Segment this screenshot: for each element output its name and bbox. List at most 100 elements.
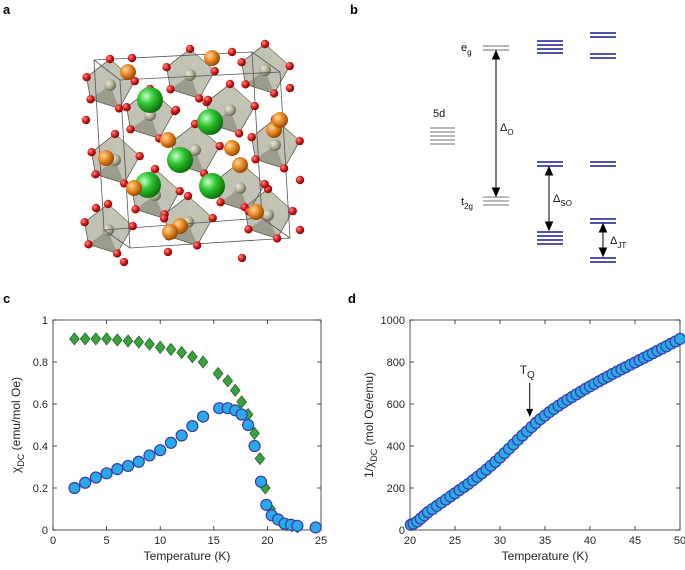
oxygen-atom bbox=[241, 80, 249, 88]
y-tick-label: 0 bbox=[399, 525, 405, 537]
oxygen-atom bbox=[209, 214, 217, 222]
x-tick-label: 0 bbox=[50, 535, 56, 547]
data-point bbox=[255, 453, 265, 465]
data-point bbox=[255, 476, 266, 487]
y-tick-label: 0.2 bbox=[33, 483, 48, 495]
y-axis-label: 1/χDC (mol Oe/emu) bbox=[362, 372, 379, 478]
oxygen-atom bbox=[251, 155, 259, 163]
oxygen-atom bbox=[160, 214, 168, 222]
orange-atom bbox=[120, 64, 136, 80]
oxygen-atom bbox=[286, 84, 294, 92]
oxygen-atom bbox=[87, 148, 95, 156]
data-point bbox=[165, 437, 176, 448]
panel-d-letter: d bbox=[348, 291, 356, 306]
data-point bbox=[176, 430, 187, 441]
label-delta-so: ΔSO bbox=[553, 193, 572, 208]
data-point bbox=[187, 421, 198, 432]
data-point bbox=[155, 341, 165, 353]
oxygen-atom bbox=[244, 225, 252, 233]
orange-atom bbox=[98, 150, 114, 166]
data-point bbox=[145, 338, 155, 350]
oxygen-atom bbox=[131, 205, 139, 213]
y-tick-label: 200 bbox=[387, 483, 405, 495]
oxygen-atom bbox=[126, 125, 134, 133]
crystal-structure-illustration bbox=[80, 40, 304, 266]
green-atom bbox=[137, 87, 163, 113]
data-point bbox=[134, 336, 144, 348]
oxygen-atom bbox=[216, 198, 224, 206]
green-atom bbox=[199, 173, 225, 199]
oxygen-atom bbox=[296, 137, 304, 145]
oxygen-atom bbox=[104, 200, 112, 208]
data-point bbox=[188, 351, 198, 363]
y-tick-label: 0.4 bbox=[33, 441, 48, 453]
oxygen-atom bbox=[111, 130, 119, 138]
data-point bbox=[102, 333, 112, 345]
oxygen-atom bbox=[136, 152, 144, 160]
data-point bbox=[243, 420, 254, 431]
x-axis-label: Temperature (K) bbox=[144, 549, 231, 563]
x-tick-label: 20 bbox=[261, 535, 273, 547]
x-tick-label: 5 bbox=[104, 535, 110, 547]
data-point bbox=[675, 333, 685, 344]
oxygen-atom bbox=[273, 234, 281, 242]
oxygen-atom bbox=[151, 165, 159, 173]
data-point bbox=[292, 520, 303, 531]
oxygen-atom bbox=[92, 204, 100, 212]
data-point bbox=[198, 356, 208, 368]
oxygen-atom bbox=[113, 249, 121, 257]
data-point bbox=[198, 411, 209, 422]
x-tick-label: 50 bbox=[674, 535, 685, 547]
x-tick-label: 35 bbox=[539, 535, 551, 547]
y-tick-label: 1 bbox=[42, 315, 48, 327]
orange-atom bbox=[126, 180, 142, 196]
oxygen-atom bbox=[228, 48, 236, 56]
oxygen-atom bbox=[270, 89, 278, 97]
oxygen-atom bbox=[296, 176, 304, 184]
data-point bbox=[144, 450, 155, 461]
annotation-arrowhead bbox=[526, 409, 533, 417]
oxygen-atom bbox=[261, 40, 269, 48]
oxygen-atom bbox=[82, 116, 90, 124]
oxygen-atom bbox=[80, 218, 88, 226]
y-tick-label: 800 bbox=[387, 357, 405, 369]
oxygen-atom bbox=[261, 180, 269, 188]
oxygen-atom bbox=[91, 170, 99, 178]
data-point bbox=[123, 335, 133, 347]
x-tick-label: 30 bbox=[494, 535, 506, 547]
data-point bbox=[166, 343, 176, 355]
orange-atom bbox=[204, 50, 220, 66]
y-tick-label: 1000 bbox=[381, 315, 405, 327]
data-point bbox=[70, 333, 80, 345]
x-tick-label: 10 bbox=[154, 535, 166, 547]
x-tick-label: 25 bbox=[315, 535, 327, 547]
x-tick-label: 20 bbox=[404, 535, 416, 547]
panel-b-letter: b bbox=[350, 2, 358, 17]
y-tick-label: 0.6 bbox=[33, 399, 48, 411]
data-point bbox=[236, 409, 247, 420]
data-point bbox=[223, 375, 233, 387]
y-tick-label: 400 bbox=[387, 441, 405, 453]
oxygen-atom bbox=[211, 67, 219, 75]
oxygen-atom bbox=[237, 58, 245, 66]
oxygen-atom bbox=[195, 94, 203, 102]
oxygen-atom bbox=[247, 133, 255, 141]
oxygen-atom bbox=[120, 258, 128, 266]
orange-atom bbox=[162, 224, 178, 240]
data-point bbox=[249, 441, 260, 452]
oxygen-atom bbox=[106, 55, 114, 63]
oxygen-atom bbox=[172, 106, 180, 114]
oxygen-atom bbox=[216, 142, 224, 150]
x-axis-label: Temperature (K) bbox=[502, 549, 589, 563]
data-point bbox=[101, 468, 112, 479]
data-point bbox=[155, 445, 166, 456]
oxygen-atom bbox=[164, 248, 172, 256]
label-5d: 5d bbox=[433, 108, 445, 120]
x-tick-label: 45 bbox=[629, 535, 641, 547]
data-point bbox=[112, 464, 123, 475]
oxygen-atom bbox=[184, 192, 192, 200]
orange-atom bbox=[224, 140, 240, 156]
label-delta-o: ΔO bbox=[500, 122, 514, 137]
oxygen-atom bbox=[128, 54, 136, 62]
